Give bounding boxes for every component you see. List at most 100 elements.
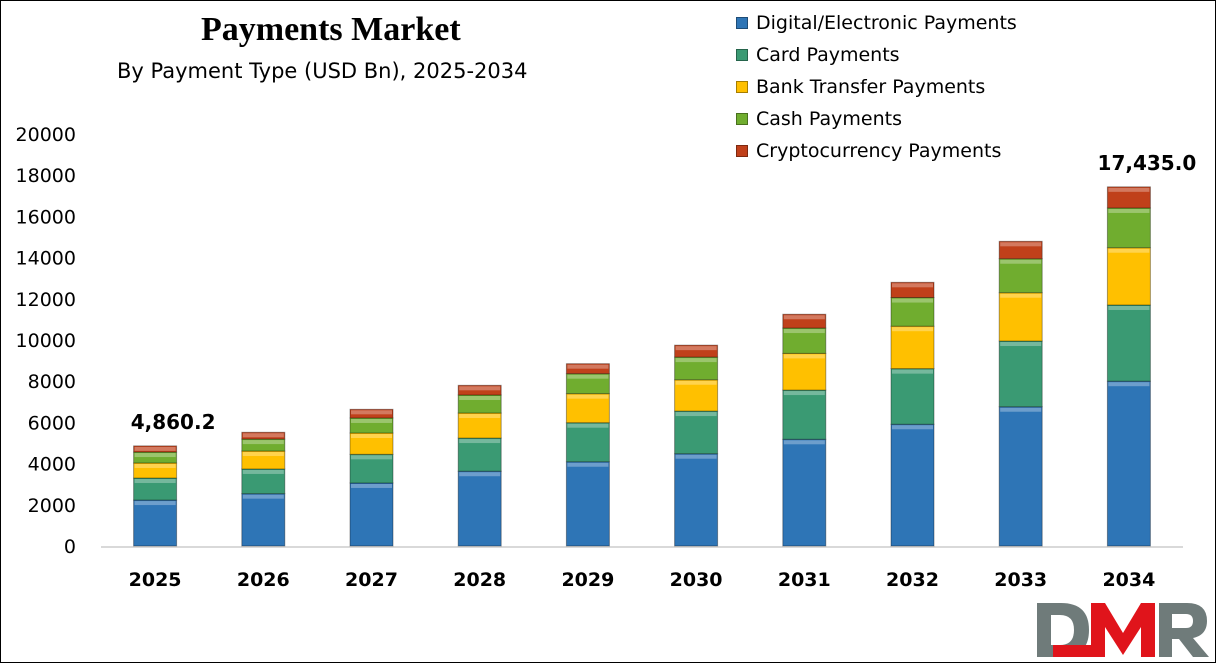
bar-bevel-highlight bbox=[783, 315, 825, 320]
y-tick-label: 2000 bbox=[28, 495, 76, 517]
legend-swatch bbox=[736, 113, 748, 125]
bar-bevel-highlight bbox=[459, 396, 501, 401]
x-tick-label: 2029 bbox=[561, 569, 614, 591]
bar-bevel-highlight bbox=[567, 462, 609, 467]
legend-label: Cash Payments bbox=[756, 108, 902, 130]
bar-bevel-highlight bbox=[675, 380, 717, 385]
bar-segment-cryptocurrency-payments-2034 bbox=[1106, 186, 1151, 209]
bar-segment-bank-transfer-payments-2030 bbox=[674, 379, 719, 412]
bar-bevel-highlight bbox=[892, 327, 933, 332]
bar-segment-digital-electronic-payments-2026 bbox=[241, 493, 286, 547]
legend-swatch bbox=[736, 145, 748, 157]
bar-segment-digital-electronic-payments-2028 bbox=[457, 470, 502, 547]
bar-segment-bank-transfer-payments-2032 bbox=[890, 325, 935, 370]
bar-bevel-highlight bbox=[567, 364, 609, 369]
bar-segment-cryptocurrency-payments-2027 bbox=[349, 408, 394, 419]
bar-bevel-highlight bbox=[351, 418, 392, 423]
bar-bevel-highlight bbox=[459, 386, 501, 391]
bar-bevel-highlight bbox=[892, 369, 933, 374]
bar-bevel-highlight bbox=[242, 452, 284, 457]
x-tick-label: 2034 bbox=[1102, 569, 1155, 591]
bar-bevel-highlight bbox=[892, 425, 933, 430]
bar-bevel-highlight bbox=[351, 455, 392, 460]
bar-bevel-highlight bbox=[134, 463, 176, 468]
bar-segment-cash-payments-2031 bbox=[782, 327, 827, 354]
legend-label: Digital/Electronic Payments bbox=[756, 12, 1017, 34]
y-tick-label: 6000 bbox=[28, 412, 76, 434]
bar-segment-card-payments-2027 bbox=[349, 453, 394, 484]
bar-segment-digital-electronic-payments-2025 bbox=[133, 499, 178, 547]
legend-swatch bbox=[736, 81, 748, 93]
x-tick-label: 2030 bbox=[670, 569, 723, 591]
bar-bevel-highlight bbox=[1000, 342, 1042, 347]
legend-swatch bbox=[736, 49, 748, 61]
data-label-total-2025: 4,860.2 bbox=[131, 410, 216, 434]
bar-bevel-highlight bbox=[567, 423, 609, 428]
bar-bevel-highlight bbox=[242, 469, 284, 474]
legend: Digital/Electronic Payments Card Payments… bbox=[736, 7, 1017, 167]
y-tick-label: 8000 bbox=[28, 371, 76, 393]
y-tick-label: 18000 bbox=[16, 165, 76, 187]
bar-bevel-highlight bbox=[459, 414, 501, 419]
bar-segment-digital-electronic-payments-2029 bbox=[565, 461, 610, 547]
bar-segment-digital-electronic-payments-2034 bbox=[1106, 380, 1151, 547]
bar-bevel-highlight bbox=[1108, 305, 1150, 310]
y-tick-label: 10000 bbox=[16, 330, 76, 352]
bar-segment-card-payments-2029 bbox=[565, 422, 610, 463]
bar-segment-digital-electronic-payments-2027 bbox=[349, 482, 394, 547]
chart-subtitle: By Payment Type (USD Bn), 2025-2034 bbox=[117, 59, 528, 83]
x-tick-label: 2026 bbox=[237, 569, 290, 591]
y-tick-label: 14000 bbox=[16, 248, 76, 270]
bar-segment-cash-payments-2032 bbox=[890, 297, 935, 327]
bar-bevel-highlight bbox=[783, 440, 825, 445]
bar-bevel-highlight bbox=[675, 358, 717, 363]
bar-segment-cryptocurrency-payments-2026 bbox=[241, 431, 286, 440]
bar-segment-digital-electronic-payments-2032 bbox=[890, 423, 935, 547]
bar-segment-cryptocurrency-payments-2025 bbox=[133, 445, 178, 453]
bar-bevel-highlight bbox=[351, 434, 392, 439]
bar-bevel-highlight bbox=[1000, 293, 1042, 298]
bar-segment-digital-electronic-payments-2033 bbox=[998, 406, 1043, 547]
data-label-total-2034: 17,435.0 bbox=[1098, 151, 1197, 175]
bar-bevel-highlight bbox=[783, 329, 825, 334]
legend-item: Card Payments bbox=[736, 39, 1017, 71]
x-tick-label: 2031 bbox=[778, 569, 831, 591]
bar-bevel-highlight bbox=[1000, 407, 1042, 412]
bar-segment-card-payments-2032 bbox=[890, 368, 935, 425]
bar-bevel-highlight bbox=[1108, 382, 1150, 387]
x-tick-label: 2025 bbox=[129, 569, 182, 591]
legend-label: Bank Transfer Payments bbox=[756, 76, 986, 98]
y-tick-label: 4000 bbox=[28, 454, 76, 476]
legend-item: Digital/Electronic Payments bbox=[736, 7, 1017, 39]
bar-bevel-highlight bbox=[892, 283, 933, 288]
bar-bevel-highlight bbox=[1000, 242, 1042, 247]
bar-bevel-highlight bbox=[783, 391, 825, 396]
bar-bevel-highlight bbox=[134, 501, 176, 506]
bar-bevel-highlight bbox=[351, 410, 392, 415]
bar-segment-cash-payments-2034 bbox=[1106, 207, 1151, 249]
bar-bevel-highlight bbox=[459, 439, 501, 444]
bar-segment-bank-transfer-payments-2028 bbox=[457, 412, 502, 439]
bar-segment-cryptocurrency-payments-2028 bbox=[457, 384, 502, 396]
bar-bevel-highlight bbox=[134, 453, 176, 458]
bar-bevel-highlight bbox=[1108, 248, 1150, 253]
y-tick-label: 0 bbox=[64, 536, 76, 558]
bar-segment-cryptocurrency-payments-2033 bbox=[998, 240, 1043, 260]
bar-bevel-highlight bbox=[1108, 208, 1150, 213]
bar-bevel-highlight bbox=[242, 494, 284, 499]
bar-segment-cash-payments-2033 bbox=[998, 258, 1043, 294]
bar-segment-card-payments-2031 bbox=[782, 389, 827, 440]
bar-bevel-highlight bbox=[351, 483, 392, 488]
bar-bevel-highlight bbox=[675, 412, 717, 417]
bar-segment-card-payments-2028 bbox=[457, 437, 502, 472]
bar-bevel-highlight bbox=[892, 298, 933, 303]
bar-segment-card-payments-2034 bbox=[1106, 304, 1151, 382]
bar-bevel-highlight bbox=[134, 479, 176, 484]
x-tick-label: 2033 bbox=[994, 569, 1047, 591]
bar-bevel-highlight bbox=[134, 446, 176, 451]
bar-segment-card-payments-2030 bbox=[674, 410, 719, 455]
bar-segment-bank-transfer-payments-2031 bbox=[782, 352, 827, 391]
legend-item: Cash Payments bbox=[736, 103, 1017, 135]
x-tick-label: 2032 bbox=[886, 569, 939, 591]
